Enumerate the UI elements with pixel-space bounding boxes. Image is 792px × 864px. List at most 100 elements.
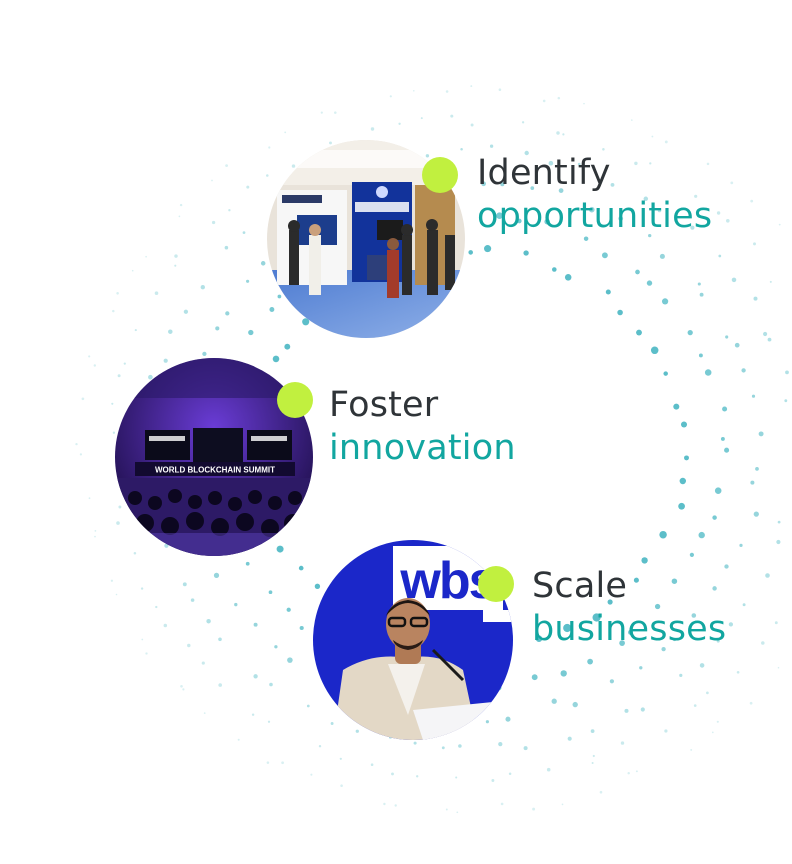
innovation-bullet-dot	[277, 382, 313, 418]
decorative-dot	[560, 670, 567, 677]
decorative-dot	[776, 539, 781, 545]
decorative-dot	[785, 370, 789, 375]
decorative-dot	[298, 565, 304, 571]
decorative-dot	[266, 761, 270, 764]
decorative-dot	[767, 337, 772, 342]
decorative-dot	[777, 520, 781, 524]
decorative-dot	[498, 741, 503, 747]
decorative-dot	[706, 691, 709, 695]
decorative-dot	[314, 583, 321, 589]
decorative-dot	[225, 311, 230, 316]
decorative-dot	[496, 212, 503, 220]
decorative-dot	[711, 731, 714, 734]
decorative-dot	[716, 639, 720, 643]
decorative-dot	[751, 394, 756, 398]
decorative-dot	[383, 802, 386, 806]
decorative-dot	[330, 722, 334, 725]
heading-line-2: opportunities	[477, 196, 713, 236]
decorative-dot	[592, 613, 601, 622]
decorative-dot	[618, 216, 624, 221]
decorative-dot	[778, 223, 781, 226]
decorative-dot	[659, 530, 667, 539]
decorative-dot	[530, 186, 535, 190]
decorative-dot	[784, 399, 788, 403]
decorative-dot	[627, 771, 630, 775]
decorative-dot	[633, 577, 639, 583]
decorative-dot	[765, 573, 770, 578]
decorative-dot	[329, 141, 332, 145]
decorative-dot	[605, 289, 611, 295]
decorative-dot	[601, 252, 608, 259]
decorative-dot	[306, 704, 310, 708]
decorative-dot	[268, 590, 273, 595]
exhibition-booth-photo	[267, 140, 465, 338]
decorative-dot	[777, 666, 780, 669]
decorative-dot	[558, 188, 564, 193]
decorative-dot	[491, 779, 495, 782]
decorative-dot	[635, 269, 640, 275]
decorative-dot	[112, 309, 115, 313]
decorative-dot	[88, 497, 91, 500]
decorative-dot	[284, 343, 291, 350]
decorative-dot	[413, 90, 415, 92]
decorative-dot	[587, 658, 593, 665]
decorative-dot	[248, 329, 254, 336]
decorative-dot	[634, 161, 638, 166]
decorative-dot	[589, 206, 595, 213]
decorative-dot	[561, 803, 564, 806]
decorative-dot	[500, 802, 504, 806]
decorative-dot	[640, 707, 645, 712]
decorative-dot	[716, 720, 719, 723]
decorative-dot	[774, 621, 778, 625]
decorative-dot	[720, 436, 725, 441]
decorative-dot	[531, 674, 538, 681]
decorative-dot	[741, 368, 746, 373]
decorative-dot	[649, 162, 652, 165]
decorative-dot	[583, 236, 589, 241]
decorative-dot	[687, 329, 693, 336]
decorative-dot	[320, 111, 323, 114]
decorative-dot	[456, 811, 459, 814]
decorative-dot	[391, 772, 394, 776]
decorative-dot	[690, 225, 695, 230]
decorative-dot	[133, 551, 137, 555]
decorative-dot	[455, 776, 458, 779]
decorative-dot	[115, 593, 118, 596]
decorative-dot	[148, 374, 153, 380]
decorative-dot	[269, 307, 275, 312]
decorative-dot	[445, 90, 449, 93]
decorative-dot	[724, 564, 729, 569]
decorative-dot	[168, 329, 173, 334]
decorative-dot	[731, 277, 737, 283]
decorative-dot	[489, 144, 494, 148]
decorative-dot	[200, 285, 205, 290]
decorative-dot	[277, 294, 282, 299]
decorative-dot	[340, 784, 343, 787]
decorative-dot	[763, 331, 768, 337]
decorative-dot	[154, 291, 159, 295]
decorative-dot	[500, 182, 505, 187]
decorative-dot	[718, 254, 722, 258]
decorative-dot	[671, 578, 678, 584]
decorative-dot	[635, 770, 638, 773]
decorative-dot	[673, 403, 680, 410]
decorative-dot	[542, 99, 546, 103]
decorative-dot	[211, 179, 213, 182]
decorative-dot	[592, 754, 595, 758]
decorative-dot	[714, 487, 722, 494]
heading-line-1: Identify	[477, 153, 611, 193]
decorative-dot	[535, 635, 543, 642]
decorative-dot	[661, 298, 669, 305]
decorative-dot	[213, 572, 220, 579]
decorative-dot	[617, 309, 623, 316]
decorative-dot	[266, 174, 269, 177]
decorative-dot	[505, 716, 511, 722]
decorative-dot	[563, 623, 572, 633]
decorative-dot	[339, 757, 342, 760]
decorative-dot	[572, 701, 578, 708]
decorative-dot	[734, 342, 740, 348]
decorative-dot	[178, 215, 181, 218]
decorative-dot	[484, 245, 492, 253]
decorative-dot	[445, 808, 448, 811]
